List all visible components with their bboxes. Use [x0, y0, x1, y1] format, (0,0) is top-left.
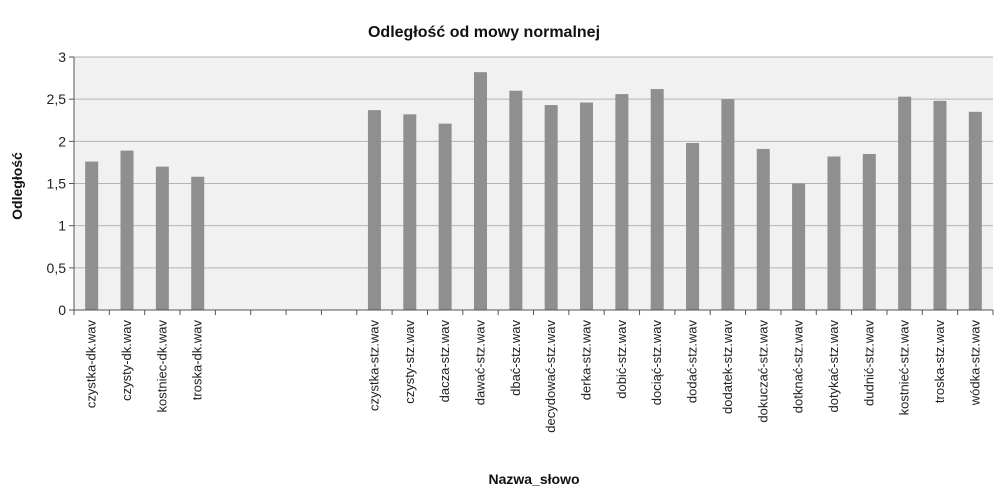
y-axis-title: Odległość: [9, 152, 25, 220]
x-tick-label: czysty-stz.wav: [402, 320, 417, 404]
x-tick-label: kostniec-dk.wav: [154, 320, 169, 413]
x-axis-title: Nazwa_słowo: [488, 471, 579, 487]
bar: [155, 166, 169, 310]
bar: [367, 110, 381, 310]
bar: [686, 143, 700, 310]
x-tick-label: dacza-stz.wav: [437, 320, 452, 403]
bar: [580, 102, 594, 310]
bar: [756, 148, 770, 310]
bar: [827, 156, 841, 310]
bar: [862, 153, 876, 310]
x-tick-label: decydować-stz.wav: [543, 320, 558, 433]
x-tick-label: troska-dk.wav: [190, 320, 205, 401]
y-tick-label: 1,5: [47, 176, 67, 192]
y-tick-label: 2,5: [47, 91, 67, 107]
y-tick-label: 3: [58, 49, 66, 65]
x-tick-label: dodać-stz.wav: [685, 320, 700, 404]
bar: [615, 94, 629, 311]
bar: [509, 90, 523, 310]
bar: [85, 161, 99, 310]
bar: [120, 150, 134, 310]
bars: [85, 72, 982, 311]
x-tick-label: dbać-stz.wav: [508, 320, 523, 396]
x-tick-label: dotykać-stz.wav: [826, 320, 841, 413]
x-tick-label: derka-stz.wav: [579, 320, 594, 401]
x-tick-label: czysty-dk.wav: [119, 320, 134, 401]
x-tick-label: troska-stz.wav: [932, 320, 947, 404]
y-tick-label: 1: [58, 218, 66, 234]
bar: [438, 123, 452, 310]
x-tick-label: dociąć-stz.wav: [649, 320, 664, 406]
y-tick-label: 0: [58, 302, 66, 318]
bar: [191, 176, 205, 310]
bar: [933, 100, 947, 310]
x-tick-label: kostnieć-stz.wav: [897, 320, 912, 416]
x-tick-label: czystka-stz.wav: [366, 320, 381, 412]
x-tick-label: dotknać-stz.wav: [791, 320, 806, 414]
x-tick-label: dobić-stz.wav: [614, 320, 629, 399]
x-tick-label: dodatek-stz.wav: [720, 320, 735, 414]
gridlines: [74, 56, 993, 269]
chart-title: Odległość od mowy normalnej: [368, 24, 600, 41]
x-tick-label: wódka-stz.wav: [967, 320, 982, 407]
bar: [403, 114, 417, 310]
bar: [792, 183, 806, 310]
bar: [898, 96, 912, 311]
y-tick-label: 2: [58, 133, 66, 149]
bar: [544, 105, 558, 310]
y-tick-label: 0,5: [47, 260, 67, 276]
bar: [968, 111, 982, 310]
x-tick-labels: czystka-dk.wav czysty-dk.wav kostniec-dk.w…: [84, 320, 983, 433]
bar: [721, 99, 735, 311]
bar: [650, 89, 664, 311]
bar: [473, 72, 487, 311]
x-tick-label: dokuczać-stz.wav: [755, 320, 770, 423]
x-tick-label: czystka-dk.wav: [84, 320, 99, 409]
x-tick-label: dawać-stz.wav: [472, 320, 487, 406]
x-tick-label: dudnić-stz.wav: [861, 320, 876, 406]
y-tick-labels: 0 0,5 1 1,5 2 2,5 3: [47, 49, 74, 318]
